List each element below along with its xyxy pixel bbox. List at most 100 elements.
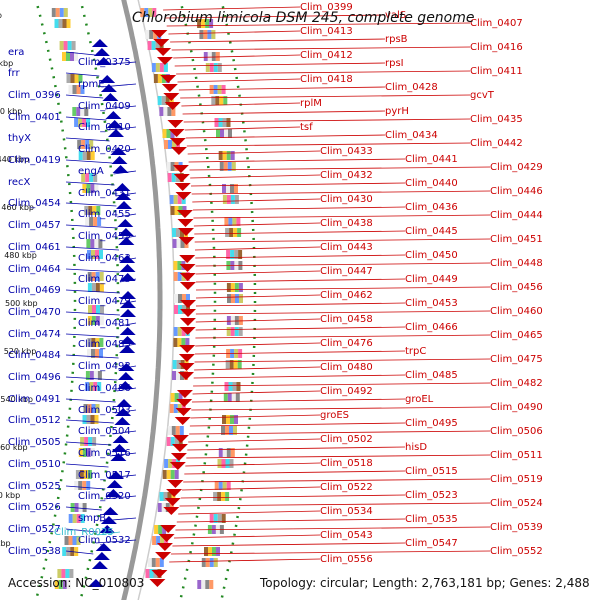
forward-gene-label[interactable]: Clim_0475 — [490, 354, 543, 365]
forward-gene-label[interactable]: Clim_0448 — [490, 258, 543, 269]
reverse-gene-label[interactable]: Clim_0505 — [8, 437, 61, 448]
reverse-gene-label[interactable]: Clim_0457 — [8, 220, 61, 231]
reverse-gene-label[interactable]: Clim_0401 — [8, 112, 61, 123]
forward-gene-label[interactable]: Clim_0430 — [320, 194, 373, 205]
reverse-gene-label[interactable]: Clim_0473 — [78, 274, 131, 285]
reverse-gene-label[interactable]: Clim_0461 — [8, 242, 61, 253]
forward-gene-label[interactable]: Clim_0485 — [405, 370, 458, 381]
forward-gene-label[interactable]: Clim_0476 — [320, 338, 373, 349]
forward-gene-label[interactable]: Clim_0443 — [320, 242, 373, 253]
reverse-gene-label[interactable]: Clim_0431 — [78, 188, 131, 199]
reverse-gene-label[interactable]: Clim_0538 — [8, 546, 61, 557]
forward-gene-label[interactable]: hisD — [405, 442, 427, 453]
reverse-gene-label[interactable]: Clim_0532 — [78, 535, 131, 546]
forward-gene-label[interactable]: Clim_0506 — [490, 426, 543, 437]
reverse-gene-label[interactable]: Clim_0463 — [78, 253, 131, 264]
forward-gene-label[interactable]: Clim_0465 — [490, 330, 543, 341]
forward-gene-label[interactable]: Clim_0444 — [490, 210, 543, 221]
reverse-gene-label[interactable]: Clim_0526 — [8, 502, 61, 513]
reverse-gene-label[interactable]: Clim_0479 — [78, 296, 131, 307]
reverse-gene-label[interactable]: Clim_0512 — [8, 415, 61, 426]
forward-gene-label[interactable]: Clim_0438 — [320, 218, 373, 229]
forward-gene-label[interactable]: Clim_0446 — [490, 186, 543, 197]
reverse-gene-label[interactable]: Clim_0375 — [78, 57, 131, 68]
reverse-gene-label[interactable]: Clim_0481 — [78, 318, 131, 329]
reverse-gene-label[interactable]: thyX — [8, 133, 31, 144]
reverse-gene-label[interactable]: Clim_0410 — [78, 122, 131, 133]
forward-gene-label[interactable]: Clim_0492 — [320, 386, 373, 397]
forward-gene-label[interactable]: Clim_0407 — [470, 18, 523, 29]
forward-gene-label[interactable]: Clim_0543 — [320, 530, 373, 541]
forward-gene-label[interactable]: Clim_0522 — [320, 482, 373, 493]
forward-gene-label[interactable]: Clim_0413 — [300, 26, 353, 37]
forward-gene-label[interactable]: Clim_0451 — [490, 234, 543, 245]
forward-gene-label[interactable]: groEL — [405, 394, 434, 405]
reverse-gene-label[interactable]: Clim_0464 — [8, 264, 61, 275]
forward-gene-label[interactable]: Clim_0416 — [470, 42, 523, 53]
forward-gene-label[interactable]: Clim_0460 — [490, 306, 543, 317]
forward-gene-label[interactable]: Clim_0462 — [320, 290, 373, 301]
reverse-gene-label[interactable]: Clim_0484 — [8, 350, 61, 361]
forward-gene-label[interactable]: Clim_0495 — [405, 418, 458, 429]
reverse-gene-label[interactable]: Clim_0491 — [8, 394, 61, 405]
forward-gene-label[interactable]: Clim_0515 — [405, 466, 458, 477]
forward-gene-label[interactable]: valS — [385, 10, 406, 21]
reverse-gene-label[interactable]: Clim_0469 — [8, 285, 61, 296]
forward-gene-label[interactable]: Clim_0435 — [470, 114, 523, 125]
forward-gene-label[interactable]: Clim_0523 — [405, 490, 458, 501]
forward-gene-label[interactable]: Clim_0412 — [300, 50, 353, 61]
forward-gene-label[interactable]: Clim_0539 — [490, 522, 543, 533]
forward-gene-label[interactable]: Clim_0418 — [300, 74, 353, 85]
reverse-gene-label[interactable]: Clim_0459 — [78, 231, 131, 242]
reverse-gene-label[interactable]: Clim_0504 — [78, 426, 131, 437]
reverse-gene-label[interactable]: Clim_0527 — [8, 524, 61, 535]
reverse-gene-label[interactable]: rpmE — [78, 79, 105, 90]
reverse-gene-label[interactable]: Clim_0516 — [78, 448, 131, 459]
forward-gene-label[interactable]: Clim_0511 — [490, 450, 543, 461]
reverse-gene-label[interactable]: Clim_0420 — [78, 144, 131, 155]
forward-gene-label[interactable]: Clim_0434 — [385, 130, 438, 141]
reverse-gene-label[interactable]: Clim_0409 — [78, 101, 131, 112]
reverse-gene-label[interactable]: Clim_0454 — [8, 198, 61, 209]
forward-gene-label[interactable]: Clim_0458 — [320, 314, 373, 325]
forward-gene-label[interactable]: groES — [320, 410, 349, 421]
reverse-gene-label[interactable]: Clim_0419 — [8, 155, 61, 166]
forward-gene-label[interactable]: Clim_0441 — [405, 154, 458, 165]
forward-gene-label[interactable]: Clim_0411 — [470, 66, 523, 77]
reverse-gene-label[interactable]: Clim_0517 — [78, 470, 131, 481]
reverse-gene-label[interactable]: frr — [8, 68, 20, 79]
forward-gene-label[interactable]: Clim_0547 — [405, 538, 458, 549]
reverse-gene-label[interactable]: Clim_0520 — [78, 491, 131, 502]
reverse-gene-label[interactable]: era — [8, 47, 24, 58]
forward-gene-label[interactable]: rplM — [300, 98, 322, 109]
forward-gene-label[interactable]: Clim_0466 — [405, 322, 458, 333]
reverse-gene-label[interactable]: Clim_0483 — [78, 339, 131, 350]
reverse-gene-label[interactable]: Clim_0455 — [78, 209, 131, 220]
reverse-gene-label[interactable]: recX — [8, 177, 31, 188]
forward-gene-label[interactable]: Clim_0450 — [405, 250, 458, 261]
rna-gene-label[interactable]: Clim_R0025 — [54, 527, 114, 538]
forward-gene-label[interactable]: Clim_0433 — [320, 146, 373, 157]
reverse-gene-label[interactable]: Clim_0496 — [8, 372, 61, 383]
forward-gene-label[interactable]: Clim_0552 — [490, 546, 543, 557]
reverse-gene-label[interactable]: Clim_0470 — [8, 307, 61, 318]
reverse-gene-label[interactable]: Clim_0493 — [78, 361, 131, 372]
forward-gene-label[interactable]: Clim_0534 — [320, 506, 373, 517]
reverse-gene-label[interactable]: smpB — [78, 513, 106, 524]
forward-gene-label[interactable]: Clim_0447 — [320, 266, 373, 277]
forward-gene-label[interactable]: Clim_0480 — [320, 362, 373, 373]
forward-gene-label[interactable]: Clim_0456 — [490, 282, 543, 293]
reverse-gene-label[interactable]: Clim_0503 — [78, 405, 131, 416]
reverse-gene-label[interactable]: Clim_0396 — [8, 90, 61, 101]
forward-gene-label[interactable]: Clim_0428 — [385, 82, 438, 93]
reverse-gene-label[interactable]: Clim_0486 — [78, 383, 131, 394]
forward-gene-label[interactable]: Clim_0445 — [405, 226, 458, 237]
forward-gene-label[interactable]: Clim_0502 — [320, 434, 373, 445]
forward-gene-label[interactable]: Clim_0432 — [320, 170, 373, 181]
forward-gene-label[interactable]: Clim_0429 — [490, 162, 543, 173]
forward-gene-label[interactable]: Clim_0519 — [490, 474, 543, 485]
forward-gene-label[interactable]: Clim_0556 — [320, 554, 373, 565]
forward-gene-label[interactable]: Clim_0440 — [405, 178, 458, 189]
reverse-gene-label[interactable]: engA — [78, 166, 104, 177]
forward-gene-label[interactable]: trpC — [405, 346, 426, 357]
